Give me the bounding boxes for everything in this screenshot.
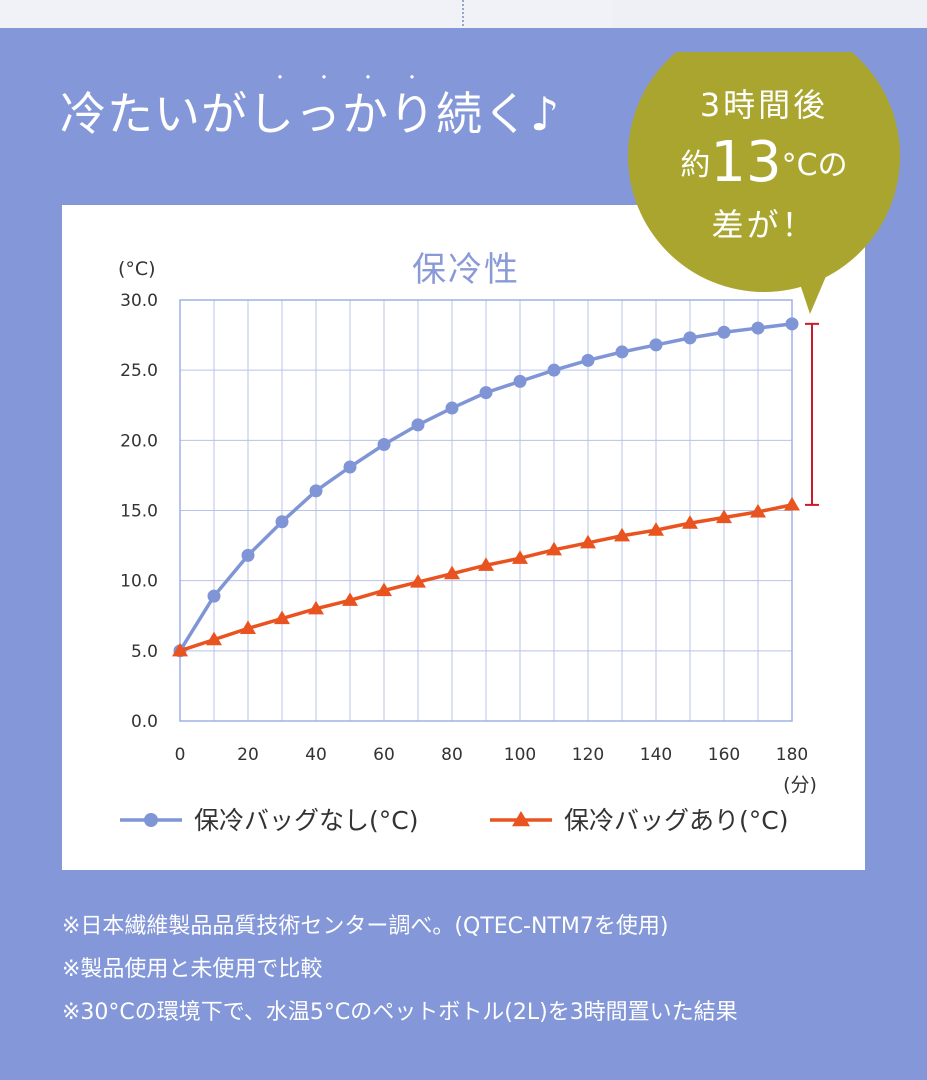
data-point-circle [513, 374, 527, 388]
x-tick-label: 60 [373, 745, 395, 765]
x-tick-label: 40 [305, 745, 327, 765]
legend-marker-circle [144, 813, 158, 827]
speech-bubble-shape [628, 52, 900, 314]
chart-title: 保冷性 [412, 250, 520, 290]
x-tick-label: 80 [441, 745, 463, 765]
headline-tab [0, 28, 612, 138]
data-point-triangle [206, 631, 222, 646]
data-point-triangle [410, 574, 426, 588]
data-point-circle [717, 325, 731, 339]
data-point-circle [411, 418, 425, 432]
x-tick-label: 180 [776, 745, 808, 765]
line-chart: 保冷性 (°C) (分) 0.0 5.0 10.0 15.0 20.0 25.0 30.0 0 20 4… [118, 250, 819, 835]
data-point-circle [445, 401, 459, 415]
data-point-triangle [274, 610, 290, 625]
data-point-triangle [580, 534, 596, 549]
difference-badge: 3時間後 約13°Cの 差が！ [628, 52, 900, 314]
headline: 冷たいがしっかり続く♪ [60, 87, 561, 141]
data-point-triangle [648, 522, 664, 536]
x-tick-label: 0 [175, 745, 186, 765]
y-tick-label: 5.0 [131, 642, 158, 662]
x-tick-label: 100 [504, 745, 536, 765]
data-point-triangle [614, 527, 630, 542]
x-tick-label: 160 [708, 745, 740, 765]
emphasis-dots: ・・・・ [272, 68, 449, 87]
data-point-circle [683, 331, 697, 345]
x-tick-label: 20 [237, 745, 259, 765]
data-point-circle [275, 515, 289, 529]
badge-line-2: 約13°Cの [628, 130, 900, 195]
data-point-triangle [444, 565, 460, 580]
y-tick-label: 30.0 [120, 291, 158, 311]
y-tick-label: 0.0 [131, 712, 158, 732]
plot-border [179, 299, 793, 722]
data-point-triangle [784, 496, 800, 511]
data-point-circle [649, 338, 663, 352]
data-point-triangle [716, 509, 732, 524]
data-point-triangle [308, 600, 324, 615]
data-point-triangle [546, 541, 562, 556]
data-point-triangle [376, 582, 392, 597]
dotted-divider [462, 0, 464, 26]
badge-line-3: 差が！ [711, 206, 817, 244]
badge-suffix: °Cの [781, 148, 848, 183]
data-point-circle [615, 345, 629, 359]
data-point-circle [479, 386, 493, 400]
data-point-circle [751, 321, 765, 335]
y-axis-unit-label: (°C) [118, 258, 156, 280]
data-point-triangle [478, 557, 494, 571]
footnote-3: ※30°Cの環境下で、水温5°Cのペットボトル(2L)を3時間置いた結果 [62, 1000, 738, 1025]
y-tick-label: 25.0 [120, 361, 158, 381]
x-axis-unit-label: (分) [783, 774, 817, 796]
data-point-triangle [342, 592, 358, 606]
data-point-triangle [750, 503, 766, 518]
y-tick-label: 10.0 [120, 572, 158, 592]
data-point-circle [207, 589, 221, 603]
data-point-circle [377, 438, 391, 452]
data-point-triangle [512, 550, 528, 564]
y-tick-label: 20.0 [120, 431, 158, 451]
chart-card: 保冷性 (°C) (分) 0.0 5.0 10.0 15.0 20.0 25.0 30.0 0 20 4… [62, 205, 865, 870]
data-point-circle [241, 548, 255, 562]
footnotes: ※日本繊維製品品質技術センター調べ。(QTEC-NTM7を使用) ※製品使用と未… [62, 905, 738, 1034]
data-point-triangle [172, 642, 188, 657]
x-tick-label: 140 [640, 745, 672, 765]
data-point-circle [785, 317, 799, 331]
data-point-triangle [240, 620, 256, 634]
x-tick-label: 120 [572, 745, 604, 765]
legend-label-1: 保冷バッグなし(°C) [194, 806, 418, 835]
data-point-circle [547, 363, 561, 377]
badge-prefix: 約 [680, 148, 711, 183]
y-tick-label: 15.0 [120, 502, 158, 522]
badge-number: 13 [710, 130, 782, 195]
footnote-1: ※日本繊維製品品質技術センター調べ。(QTEC-NTM7を使用) [62, 914, 669, 939]
data-point-circle [343, 460, 357, 474]
data-point-triangle [682, 515, 698, 529]
legend-label-2: 保冷バッグあり(°C) [564, 806, 788, 835]
badge-line-1: 3時間後 [699, 86, 829, 124]
footnote-2: ※製品使用と未使用で比較 [62, 957, 323, 982]
data-point-circle [309, 484, 323, 498]
legend-marker-triangle [512, 811, 530, 827]
data-point-circle [581, 353, 595, 367]
